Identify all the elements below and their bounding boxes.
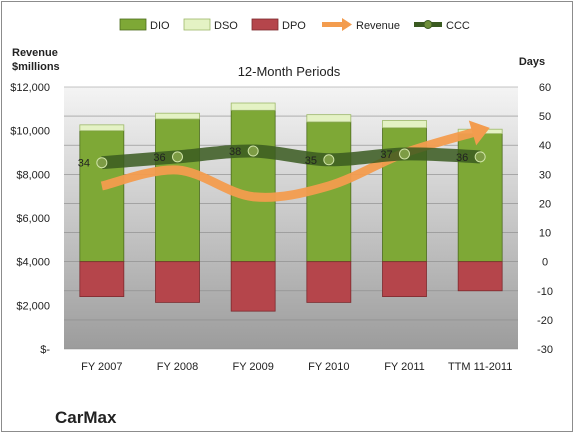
bar-dio-fy-2009: [230, 109, 276, 263]
revenue-arrowhead: [468, 120, 490, 146]
bars: [79, 102, 503, 312]
left-tick-label: $12,000: [10, 82, 50, 94]
right-tick-label: 10: [539, 228, 551, 240]
bar-dpo-fy-2011: [382, 261, 427, 297]
ccc-data-label: 36: [153, 152, 165, 164]
category-label: FY 2011: [384, 361, 425, 373]
legend-label-ccc: CCC: [446, 20, 470, 32]
right-tick-label: 30: [539, 169, 551, 181]
bar-dso-fy-2009: [230, 102, 276, 111]
right-axis-ticks: -30 -20 -10 0 10 20 30 40 50 60: [537, 82, 553, 356]
legend-swatch-dso: [183, 18, 211, 31]
bar-dio-fy-2008: [155, 118, 200, 263]
bar-dpo-fy-2010: [306, 261, 352, 303]
left-tick-label: $2,000: [16, 300, 50, 312]
right-tick-label: 40: [539, 140, 551, 152]
left-axis-title-line-1: Revenue: [12, 47, 58, 59]
right-axis-title: Days: [519, 56, 545, 68]
ccc-data-label: 36: [456, 152, 468, 164]
bar-dpo-ttm-11-2011: [457, 261, 503, 292]
bar-dso-fy-2007: [79, 124, 125, 132]
legend-label-dso: DSO: [214, 20, 238, 32]
ccc-data-label: 38: [229, 146, 241, 158]
ccc-point-fy-2008: [172, 151, 183, 163]
company-name: CarMax: [55, 408, 117, 427]
ccc-point-fy-2007: [96, 157, 108, 169]
legend-swatch-dio: [119, 18, 147, 31]
left-tick-label: $10,000: [10, 126, 50, 138]
left-axis-title-line-2: $millions: [12, 61, 60, 73]
right-tick-label: 60: [539, 82, 551, 94]
legend-swatch-ccc: [414, 20, 442, 29]
left-tick-label: $6,000: [16, 213, 50, 225]
bar-dpo-fy-2007: [79, 261, 125, 297]
right-tick-label: -10: [537, 286, 553, 298]
ccc-point-fy-2010: [323, 154, 335, 166]
left-tick-label: $4,000: [16, 257, 50, 269]
right-tick-label: 0: [542, 257, 548, 269]
bar-dso-fy-2008: [155, 112, 200, 120]
ccc-data-label: 37: [380, 149, 392, 161]
ccc-line: [101, 144, 481, 170]
right-tick-label: -20: [537, 315, 553, 327]
legend-swatch-dpo: [251, 18, 279, 31]
legend-label-revenue: Revenue: [356, 20, 400, 32]
legend-swatch-revenue: [322, 18, 352, 31]
chart-title: 12-Month Periods: [238, 64, 341, 79]
category-label: TTM 11-2011: [448, 361, 512, 373]
legend-label-dpo: DPO: [282, 20, 306, 32]
right-tick-label: 50: [539, 111, 551, 123]
ccc-point-fy-2011: [399, 148, 410, 160]
lines: 34 36 38 35 37 36: [78, 120, 490, 202]
plot-area: [64, 87, 518, 349]
ccc-point-ttm-11-2011: [474, 151, 486, 163]
category-label: FY 2008: [157, 361, 198, 373]
ccc-data-label: 34: [78, 158, 90, 170]
left-tick-label: $8,000: [16, 169, 50, 181]
right-tick-label: -30: [537, 344, 553, 356]
bar-dso-fy-2011: [382, 120, 427, 129]
legend-label-dio: DIO: [150, 20, 170, 32]
ccc-data-label: 35: [305, 155, 317, 167]
category-label: FY 2010: [308, 361, 349, 373]
bar-dso-fy-2010: [306, 114, 352, 123]
category-axis-labels: FY 2007 FY 2008 FY 2009 FY 2010 FY 2011 TTM 1…: [81, 361, 512, 373]
right-tick-label: 20: [539, 198, 551, 210]
ccc-point-fy-2009: [247, 145, 259, 157]
bar-dpo-fy-2009: [230, 261, 276, 312]
legend: DIO DSO DPO Revenue CCC: [119, 18, 470, 32]
left-tick-label: $-: [40, 344, 50, 356]
left-axis-ticks: $- $2,000 $4,000 $6,000 $8,000 $10,000 $12,000: [10, 82, 50, 356]
bar-dio-fy-2007: [79, 130, 125, 263]
category-label: FY 2009: [232, 361, 273, 373]
category-label: FY 2007: [81, 361, 122, 373]
bar-dpo-fy-2008: [155, 261, 200, 303]
